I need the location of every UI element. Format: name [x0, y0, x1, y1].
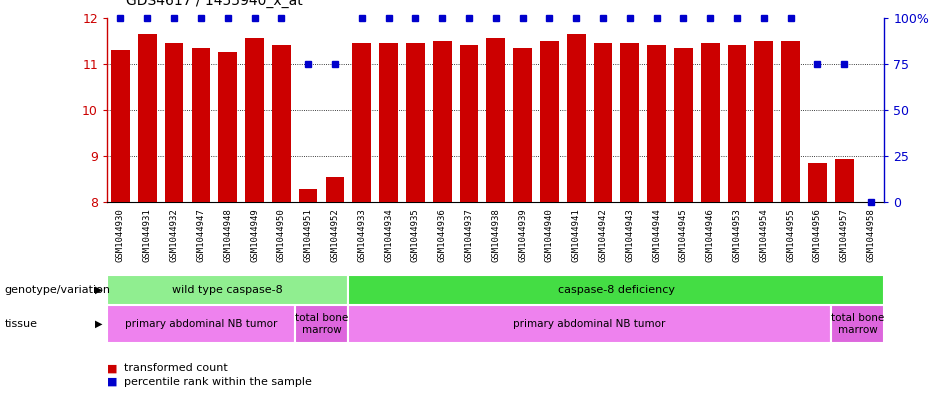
Text: GSM1044957: GSM1044957: [840, 208, 849, 262]
Bar: [326, 177, 344, 202]
Text: GSM1044941: GSM1044941: [572, 208, 581, 262]
Bar: [348, 275, 884, 305]
Bar: [352, 43, 371, 202]
Bar: [486, 39, 506, 202]
Bar: [192, 48, 210, 202]
Text: total bone
marrow: total bone marrow: [831, 313, 884, 335]
Bar: [460, 45, 479, 202]
Text: GSM1044946: GSM1044946: [706, 208, 715, 262]
Bar: [406, 43, 425, 202]
Text: genotype/variation: genotype/variation: [5, 285, 111, 295]
Text: GSM1044953: GSM1044953: [733, 208, 741, 262]
Text: total bone
marrow: total bone marrow: [295, 313, 348, 335]
Text: GSM1044937: GSM1044937: [465, 208, 474, 262]
Bar: [754, 41, 774, 202]
Bar: [245, 39, 263, 202]
Text: GSM1044938: GSM1044938: [492, 208, 500, 262]
Bar: [830, 305, 884, 343]
Bar: [433, 41, 452, 202]
Text: GSM1044931: GSM1044931: [142, 208, 152, 262]
Bar: [299, 189, 317, 202]
Text: wild type caspase-8: wild type caspase-8: [172, 285, 283, 295]
Text: GSM1044939: GSM1044939: [518, 208, 527, 262]
Text: GSM1044958: GSM1044958: [867, 208, 875, 262]
Text: GDS4617 / 1455940_x_at: GDS4617 / 1455940_x_at: [126, 0, 303, 8]
Text: GSM1044942: GSM1044942: [599, 208, 608, 262]
Text: GSM1044933: GSM1044933: [358, 208, 366, 262]
Text: GSM1044930: GSM1044930: [116, 208, 125, 262]
Bar: [379, 43, 398, 202]
Bar: [218, 52, 237, 202]
Text: GSM1044956: GSM1044956: [813, 208, 822, 262]
Text: transformed count: transformed count: [124, 363, 227, 373]
Text: GSM1044935: GSM1044935: [411, 208, 420, 262]
Text: GSM1044932: GSM1044932: [169, 208, 179, 262]
Text: primary abdominal NB tumor: primary abdominal NB tumor: [125, 319, 277, 329]
Bar: [567, 34, 586, 202]
Text: tissue: tissue: [5, 319, 37, 329]
Text: GSM1044954: GSM1044954: [760, 208, 768, 262]
Text: primary abdominal NB tumor: primary abdominal NB tumor: [513, 319, 666, 329]
Text: GSM1044936: GSM1044936: [438, 208, 447, 262]
Text: ▶: ▶: [95, 319, 102, 329]
Text: ■: ■: [107, 363, 117, 373]
Bar: [540, 41, 559, 202]
Bar: [594, 43, 613, 202]
Text: ▶: ▶: [95, 285, 102, 295]
Text: GSM1044943: GSM1044943: [626, 208, 634, 262]
Bar: [674, 48, 693, 202]
Bar: [835, 158, 854, 202]
Text: caspase-8 deficiency: caspase-8 deficiency: [558, 285, 675, 295]
Text: GSM1044940: GSM1044940: [545, 208, 554, 262]
Text: GSM1044950: GSM1044950: [277, 208, 286, 262]
Text: GSM1044945: GSM1044945: [679, 208, 688, 262]
Text: GSM1044947: GSM1044947: [196, 208, 206, 262]
Bar: [348, 305, 830, 343]
Bar: [647, 45, 666, 202]
Bar: [295, 305, 348, 343]
Text: GSM1044951: GSM1044951: [304, 208, 313, 262]
Text: GSM1044952: GSM1044952: [331, 208, 340, 262]
Bar: [138, 34, 156, 202]
Bar: [165, 43, 183, 202]
Text: GSM1044955: GSM1044955: [786, 208, 795, 262]
Bar: [701, 43, 720, 202]
Bar: [728, 45, 747, 202]
Text: percentile rank within the sample: percentile rank within the sample: [124, 377, 312, 387]
Bar: [272, 45, 290, 202]
Bar: [111, 50, 129, 202]
Bar: [107, 275, 348, 305]
Bar: [620, 43, 640, 202]
Text: GSM1044949: GSM1044949: [250, 208, 259, 262]
Bar: [781, 41, 800, 202]
Text: ■: ■: [107, 377, 117, 387]
Bar: [808, 163, 827, 202]
Text: GSM1044934: GSM1044934: [384, 208, 393, 262]
Bar: [107, 305, 295, 343]
Bar: [513, 48, 532, 202]
Text: GSM1044948: GSM1044948: [223, 208, 232, 262]
Text: GSM1044944: GSM1044944: [652, 208, 661, 262]
